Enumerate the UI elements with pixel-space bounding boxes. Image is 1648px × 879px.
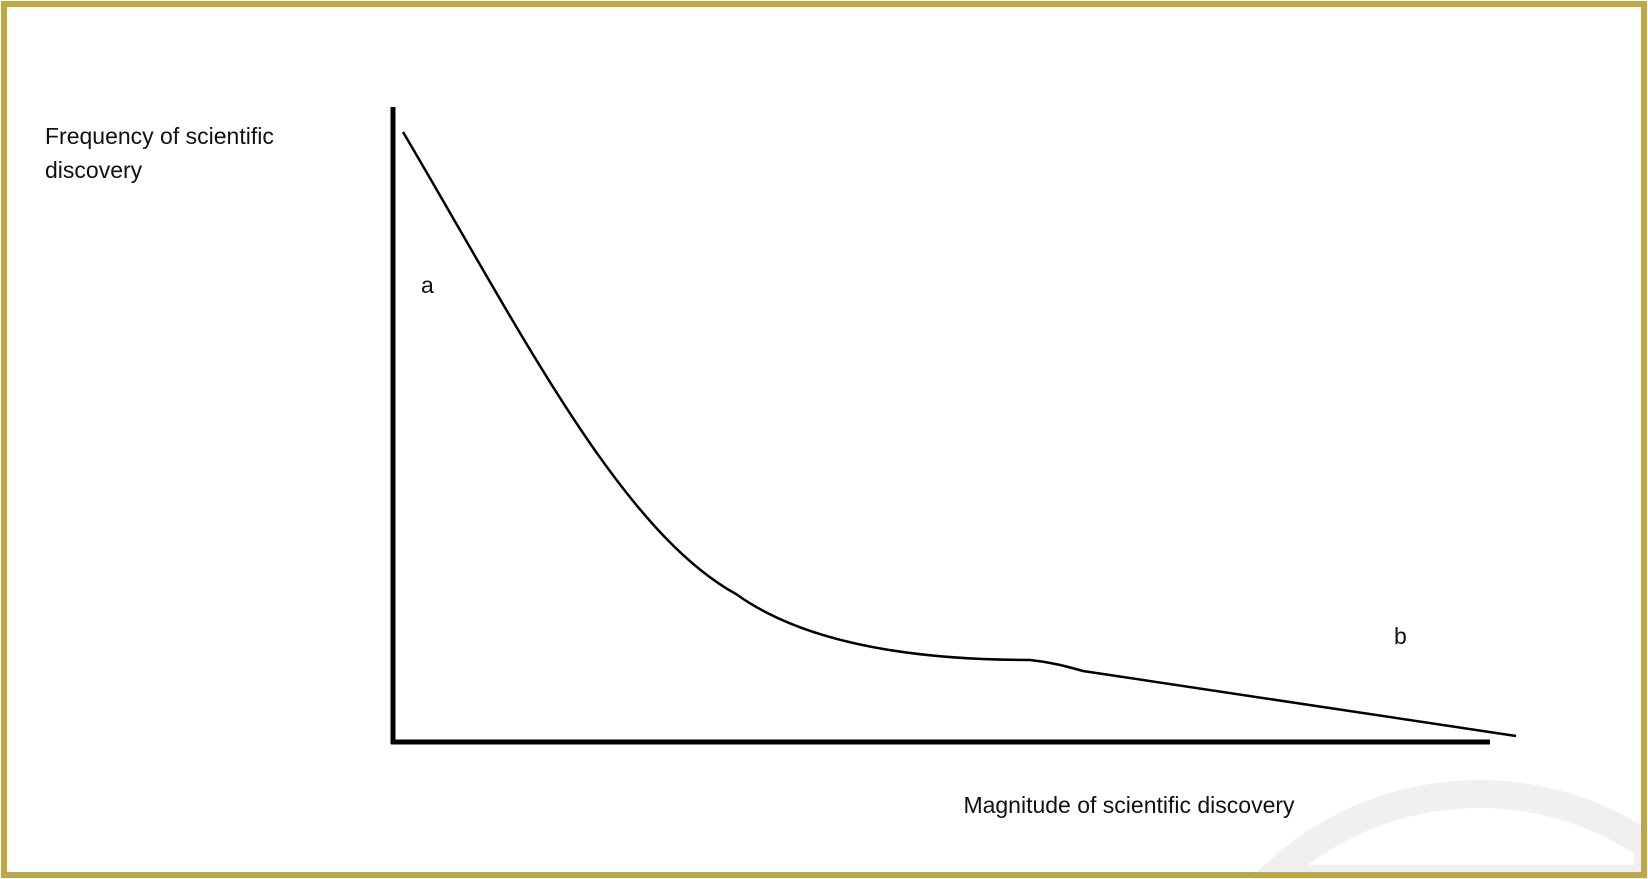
y-axis-label: discovery: [45, 157, 143, 183]
curve-label: b: [1394, 623, 1407, 649]
x-axis-label: Magnitude of scientific discovery: [963, 792, 1295, 818]
watermark: [1249, 780, 1648, 879]
y-axis-label: Frequency of scientific: [45, 123, 274, 149]
curve: [401, 131, 1517, 738]
curve-label: a: [421, 272, 434, 298]
